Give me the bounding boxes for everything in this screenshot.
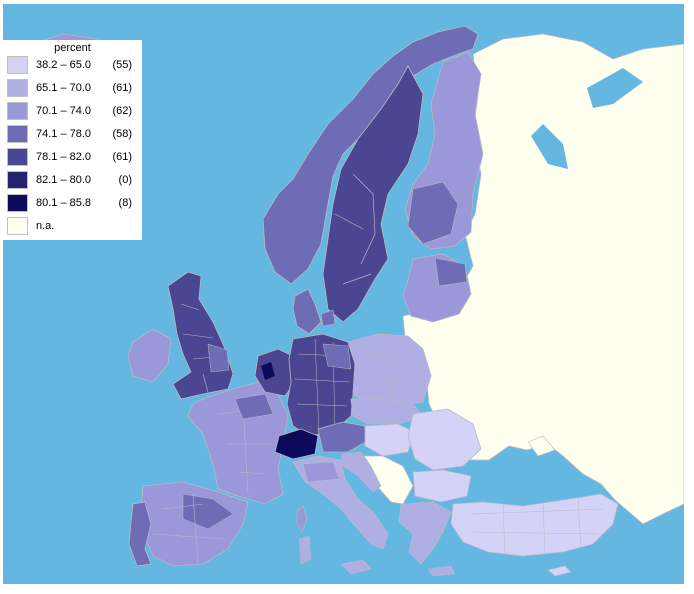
- legend-swatch: [7, 56, 28, 74]
- legend-range: 65.1 – 70.0: [36, 82, 92, 94]
- legend-range: 80.1 – 85.8: [36, 197, 92, 209]
- legend-item: 74.1 – 78.0 (58): [7, 125, 132, 143]
- region-bulgaria: [412, 469, 472, 503]
- legend-range: 38.2 – 65.0: [36, 59, 92, 71]
- legend-title: percent: [54, 42, 91, 54]
- legend-swatch: [7, 148, 28, 166]
- region-romania: [407, 408, 482, 471]
- region-cyprus: [547, 565, 572, 577]
- map-area: [3, 4, 684, 584]
- legend-count: (61): [112, 151, 132, 163]
- legend-swatch: [7, 102, 28, 120]
- region-czechia-slovakia: [350, 398, 424, 425]
- region-sardinia: [298, 535, 312, 565]
- legend-range: 82.1 – 80.0: [36, 174, 92, 186]
- region-ireland: [127, 328, 172, 383]
- region-denmark: [292, 288, 322, 335]
- region-portugal: [128, 501, 152, 567]
- legend-item: 38.2 – 65.0 (55): [7, 56, 132, 74]
- legend-count: (55): [112, 59, 132, 71]
- region-finland-south: [407, 181, 459, 245]
- legend-count: (58): [112, 128, 132, 140]
- region-sicily: [340, 559, 372, 575]
- legend-count: (61): [112, 82, 132, 94]
- legend-range: 74.1 – 78.0: [36, 128, 92, 140]
- legend-range: 70.1 – 74.0: [36, 105, 92, 117]
- legend-item: 78.1 – 82.0 (61): [7, 148, 132, 166]
- region-switzerland: [274, 428, 319, 460]
- legend-range: n.a.: [36, 220, 55, 232]
- legend-range: 78.1 – 82.0: [36, 151, 92, 163]
- legend-item: 80.1 – 85.8 (8): [7, 194, 132, 212]
- region-norway: [262, 25, 479, 285]
- legend-swatch: [7, 79, 28, 97]
- region-greece: [398, 501, 452, 565]
- region-corsica: [296, 505, 308, 533]
- region-hungary: [364, 423, 416, 457]
- legend-item: 65.1 – 70.0 (61): [7, 79, 132, 97]
- legend-count: (8): [118, 197, 132, 209]
- legend-count: (0): [118, 174, 132, 186]
- legend-swatch: [7, 125, 28, 143]
- legend-item: n.a.: [7, 217, 132, 235]
- legend-swatch: [7, 194, 28, 212]
- region-croatia: [340, 451, 382, 493]
- black-sea: [465, 456, 568, 506]
- legend-item: 70.1 – 74.0 (62): [7, 102, 132, 120]
- legend: percent 38.2 – 65.0 (55) 65.1 – 70.0 (61) 70…: [3, 40, 142, 240]
- legend-count: (62): [112, 105, 132, 117]
- legend-swatch: [7, 171, 28, 189]
- region-east-no-data: [402, 33, 684, 525]
- legend-item: 82.1 – 80.0 (0): [7, 171, 132, 189]
- legend-swatch: [7, 217, 28, 235]
- region-turkey: [450, 493, 619, 557]
